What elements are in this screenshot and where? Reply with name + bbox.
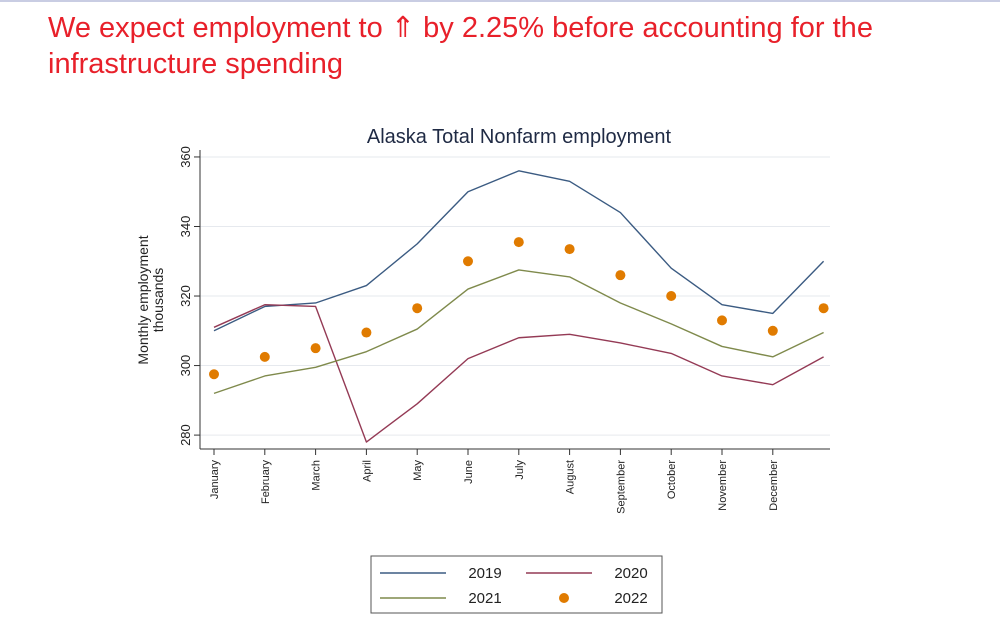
y-axis-title-line-2: thousands [150,268,166,333]
y-tick-label: 280 [178,424,193,446]
axes [199,150,830,450]
point-2022-0 [209,369,219,380]
point-2022-1 [259,351,270,362]
y-tick-label: 320 [178,285,193,307]
y-ticks: 280 300 320 340 360 [178,146,200,446]
legend-label-2019: 2019 [468,565,501,582]
x-tick-labels: January February March April May June July Augu… [209,449,780,514]
legend: 2019 2020 2021 2022 [370,555,663,614]
point-2022-6 [513,237,524,248]
legend-box [370,555,663,614]
gridlines [200,156,830,436]
legend-label-2022: 2022 [614,590,647,607]
line-2019 [213,170,825,332]
slide-headline: We expect employment to ⇑ by 2.25% befor… [48,10,968,82]
point-2022-2 [310,343,321,354]
point-2022-10 [717,315,727,326]
point-2022-3 [361,327,372,338]
x-tick-label-october: October [666,460,678,499]
line-2021 [213,269,824,395]
point-2022-8 [615,270,626,281]
legend-label-2021: 2021 [468,590,501,607]
x-tick-label-november: November [717,460,729,511]
headline-line-1: We expect employment to ⇑ by 2.25% befor… [48,12,873,44]
headline-line-2: infrastructure spending [48,48,343,80]
y-tick-label: 300 [178,355,193,377]
x-tick-label-december: December [768,460,780,511]
point-2022-9 [666,291,677,302]
x-tick-label-june: June [463,460,475,484]
point-2022-7 [564,244,575,255]
x-tick-label-february: February [260,460,272,505]
legend-swatch-2022 [559,593,569,603]
x-tick-label-january: January [209,460,221,500]
top-rule [0,0,1000,2]
x-tick-label-september: September [615,460,627,514]
point-2022-5 [463,256,473,267]
x-tick-label-march: March [311,460,323,491]
line-2020 [213,304,824,443]
y-axis-title-line-1: Monthly employment [135,235,151,364]
legend-label-2020: 2020 [614,565,647,582]
point-2022-4 [412,303,423,314]
chart-title: Alaska Total Nonfarm employment [367,126,672,148]
x-tick-label-august: August [565,460,577,494]
x-tick-label-april: April [361,460,373,482]
x-tick-label-july: July [514,460,526,480]
x-tick-label-may: May [412,460,424,481]
series [209,170,829,443]
y-tick-label: 360 [178,146,193,168]
point-2022-12 [818,303,829,314]
point-2022-11 [767,325,778,336]
y-tick-label: 340 [178,216,193,238]
